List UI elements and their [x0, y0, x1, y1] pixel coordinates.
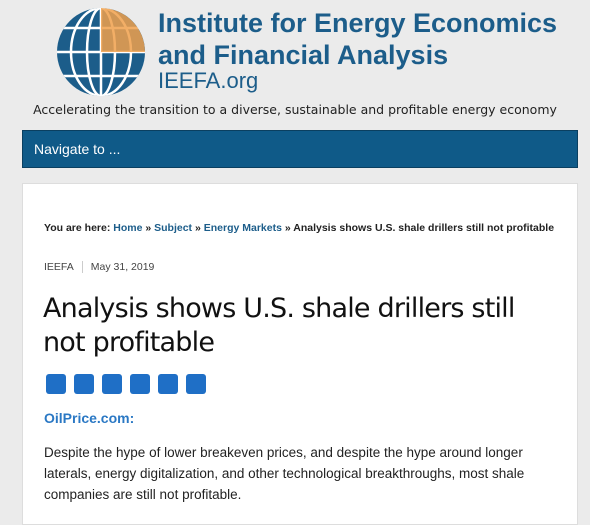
breadcrumb-separator: » [194, 222, 201, 234]
tagline: Accelerating the transition to a diverse… [33, 102, 557, 117]
post-body: Despite the hype of lower breakeven pric… [44, 445, 525, 502]
share-facebook[interactable] [46, 374, 66, 394]
article-card: You are here: Home » Subject » Energy Ma… [22, 183, 578, 525]
share-email[interactable] [130, 374, 150, 394]
post-date: May 31, 2019 [90, 261, 155, 273]
share-linkedin[interactable] [102, 374, 122, 394]
breadcrumb-link[interactable]: Subject [154, 222, 193, 234]
breadcrumb: You are here: Home » Subject » Energy Ma… [44, 222, 554, 234]
share-print[interactable] [158, 374, 178, 394]
logo-globe [57, 8, 145, 96]
post-title: Analysis shows U.S. shale drillers still… [43, 293, 515, 358]
site-name: IEEFA.org [158, 68, 259, 93]
post-author[interactable]: IEEFA [44, 261, 74, 273]
nav-menu[interactable]: Navigate to ... [22, 130, 578, 168]
post-meta: IEEFA May 31, 2019 [44, 261, 155, 274]
breadcrumb-current: Analysis shows U.S. shale drillers still… [293, 222, 555, 234]
nav-label[interactable]: Navigate to ... [34, 141, 121, 157]
breadcrumb-link[interactable]: Home [113, 222, 143, 234]
page-body: Institute for Energy Economics and Finan… [22, 8, 578, 525]
post-source[interactable]: OilPrice.com: [44, 410, 135, 426]
breadcrumb-separator: » [284, 222, 291, 234]
breadcrumb-link[interactable]: Energy Markets [203, 222, 282, 234]
share-twitter[interactable] [74, 374, 94, 394]
share-icons [46, 374, 206, 394]
org-title: Institute for Energy Economics [158, 8, 558, 38]
breadcrumb-prefix: You are here: [44, 222, 111, 234]
page: IEEFA {"header": {"title_line1": "Instit… [22, 8, 578, 525]
breadcrumb-separator: » [145, 222, 152, 234]
org-title: and Financial Analysis [158, 40, 449, 70]
share-more[interactable] [186, 374, 206, 394]
